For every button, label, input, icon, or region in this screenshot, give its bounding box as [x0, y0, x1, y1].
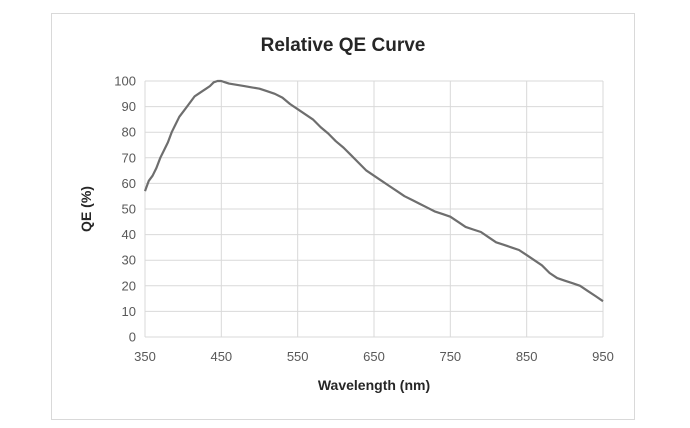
grid-lines	[144, 80, 604, 338]
y-tick-label: 60	[122, 176, 136, 191]
y-tick-label: 20	[122, 278, 136, 293]
y-tick-label: 90	[122, 99, 136, 114]
x-tick-label: 550	[287, 349, 309, 364]
y-tick-label: 50	[122, 202, 136, 217]
qe-series-line	[143, 79, 604, 303]
y-axis-title: QE (%)	[78, 186, 94, 232]
tick-labels: 0 10 20 30 40 50 60 70 80 90 100 350 450 550 650 750 850…	[114, 74, 614, 365]
series-layer	[143, 79, 604, 303]
x-tick-label: 950	[592, 349, 614, 364]
y-tick-label: 70	[122, 150, 136, 165]
x-tick-label: 650	[363, 349, 385, 364]
x-tick-label: 850	[516, 349, 538, 364]
x-tick-label: 450	[210, 349, 232, 364]
x-axis-title: Wavelength (nm)	[318, 377, 430, 393]
y-tick-label: 40	[122, 227, 136, 242]
x-tick-label: 350	[134, 349, 156, 364]
y-tick-label: 10	[122, 304, 136, 319]
y-tick-label: 100	[114, 74, 136, 89]
y-tick-label: 0	[129, 330, 136, 345]
y-tick-label: 80	[122, 125, 136, 140]
y-tick-label: 30	[122, 253, 136, 268]
chart-title: Relative QE Curve	[261, 35, 426, 56]
x-tick-label: 750	[439, 349, 461, 364]
